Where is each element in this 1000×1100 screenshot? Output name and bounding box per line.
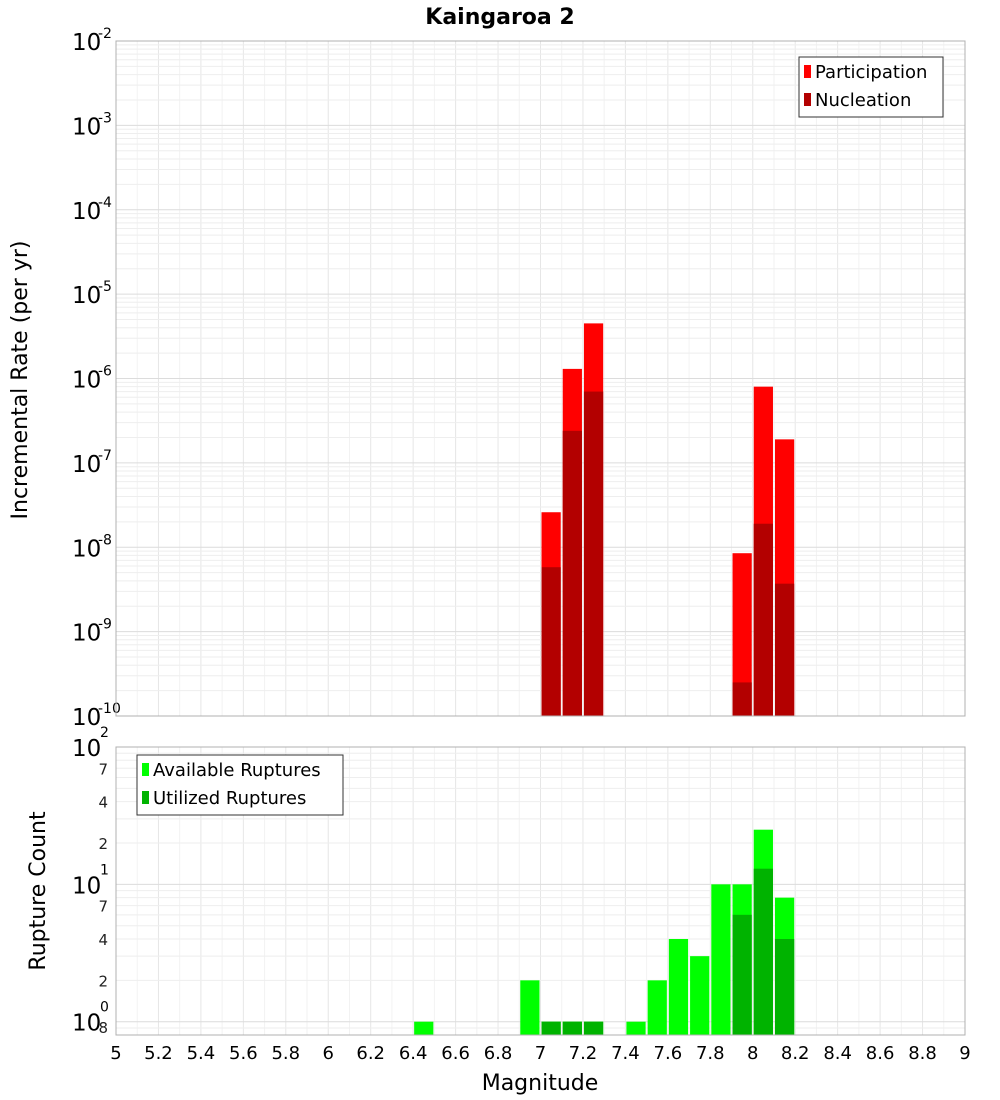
count-legend-swatch (142, 791, 149, 804)
x-tick-label: 5.6 (229, 1043, 258, 1064)
rate-y-tick-label: 10 (72, 621, 101, 647)
x-tick-labels: 5 5.2 5.4 5.6 5.8 6 6.2 6.4 6.6 6.8 7 7.2 7.4 7.6 7.8 8… (110, 1043, 970, 1064)
rate-legend-box (798, 56, 944, 118)
rate-bars (541, 323, 795, 716)
rate-y-tick-exponent: -2 (98, 26, 112, 42)
rate-y-tick-exponent: -3 (98, 110, 112, 126)
count-bar-b (774, 939, 795, 1035)
x-tick-label: 7.8 (696, 1043, 725, 1064)
rate-y-tick-exponent: -5 (98, 279, 112, 295)
rate-legend-swatch (804, 65, 811, 78)
count-legend-box (136, 754, 344, 816)
x-tick-label: 9 (959, 1043, 970, 1064)
x-tick-label: 8.4 (823, 1043, 852, 1064)
count-bar-a (626, 1021, 646, 1035)
rate-bar-b (732, 682, 752, 716)
rate-legend-label: Nucleation (815, 90, 911, 111)
chart-title: Kaingaroa 2 (425, 5, 574, 30)
count-bar-a (414, 1021, 434, 1035)
rate-bar-b (562, 430, 582, 716)
rate-legend-label: Participation (815, 62, 927, 83)
count-bar-a (520, 980, 540, 1035)
rate-bar-b (583, 391, 604, 716)
rate-legend: Participation Nucleation (798, 56, 944, 118)
count-y-minor-tick-label: 4 (98, 794, 108, 812)
rate-y-tick-exponent: -6 (98, 364, 112, 380)
rate-y-tick-label: 10 (72, 283, 101, 309)
count-y-minor-tick-label: 2 (98, 972, 108, 990)
rate-y-tick-label: 10 (72, 536, 101, 562)
x-tick-label: 7.2 (569, 1043, 598, 1064)
x-tick-label: 8.6 (866, 1043, 895, 1064)
count-bar-a (668, 939, 689, 1035)
count-y-tick-exponent: 1 (100, 862, 109, 878)
count-legend-label: Utilized Ruptures (153, 788, 306, 809)
x-tick-label: 7.4 (611, 1043, 640, 1064)
rate-y-tick-exponent: -10 (98, 701, 121, 717)
x-tick-label: 6.2 (356, 1043, 385, 1064)
count-y-tick-label: 10 (72, 1011, 101, 1037)
rate-y-axis-label: Incremental Rate (per yr) (8, 241, 33, 520)
x-tick-label: 8.8 (908, 1043, 937, 1064)
x-tick-label: 5.4 (187, 1043, 216, 1064)
count-y-minor-tick-label: 7 (98, 898, 108, 916)
rate-gridlines (115, 40, 966, 717)
rate-y-tick-exponent: -4 (98, 195, 112, 211)
x-tick-label: 5.8 (271, 1043, 300, 1064)
x-tick-label: 5 (110, 1043, 121, 1064)
x-tick-label: 6.6 (441, 1043, 470, 1064)
x-tick-label: 7 (535, 1043, 546, 1064)
rate-y-tick-exponent: -7 (98, 448, 112, 464)
rate-bar-b (774, 583, 795, 716)
plot-frame (115, 746, 966, 1036)
count-y-tick-exponent: 0 (100, 1000, 109, 1016)
x-axis-label: Magnitude (482, 1071, 599, 1096)
count-bar-a (690, 956, 710, 1035)
count-legend-label: Available Ruptures (153, 760, 321, 781)
count-bar-b (753, 868, 773, 1035)
rate-y-tick-label: 10 (72, 114, 101, 140)
count-y-tick-label: 10 (72, 736, 101, 762)
x-tick-label: 6.8 (484, 1043, 513, 1064)
count-bars (414, 829, 795, 1035)
rate-y-tick-exponent: -9 (98, 617, 112, 633)
x-tick-label: 7.6 (654, 1043, 683, 1064)
count-y-minor-tick-label: 4 (98, 931, 108, 949)
rate-bar-b (541, 567, 561, 716)
count-y-axis-label: Rupture Count (26, 811, 51, 971)
x-tick-label: 5.2 (144, 1043, 173, 1064)
rate-y-tick-label: 10 (72, 452, 101, 478)
count-y-minor-tick-label: 8 (98, 1019, 108, 1037)
count-y-minor-tick-label: 7 (98, 760, 108, 778)
rate-y-tick-label: 10 (72, 199, 101, 225)
x-tick-label: 8 (747, 1043, 758, 1064)
rate-bar-a (732, 553, 752, 716)
x-tick-label: 8.2 (781, 1043, 810, 1064)
rate-legend-swatch (804, 93, 811, 106)
rate-y-tick-label: 10 (72, 368, 101, 394)
count-bar-b (541, 1021, 561, 1035)
count-bar-a (647, 980, 667, 1035)
count-legend-swatch (142, 763, 149, 776)
rate-y-tick-label: 10 (72, 30, 101, 56)
count-y-minor-tick-label: 2 (98, 835, 108, 853)
count-bar-a (711, 884, 731, 1035)
plot-frame (115, 40, 966, 717)
count-legend: Available Ruptures Utilized Ruptures (136, 754, 344, 816)
x-tick-label: 6.4 (399, 1043, 428, 1064)
rate-bar-b (753, 523, 773, 716)
rate-y-tick-label: 10 (72, 705, 101, 731)
count-bar-b (732, 914, 752, 1035)
count-y-tick-exponent: 2 (100, 725, 109, 741)
rate-y-tick-exponent: -8 (98, 532, 112, 548)
count-bar-b (562, 1021, 582, 1035)
x-tick-label: 6 (323, 1043, 334, 1064)
count-bar-b (583, 1021, 604, 1035)
count-y-tick-label: 10 (72, 873, 101, 899)
